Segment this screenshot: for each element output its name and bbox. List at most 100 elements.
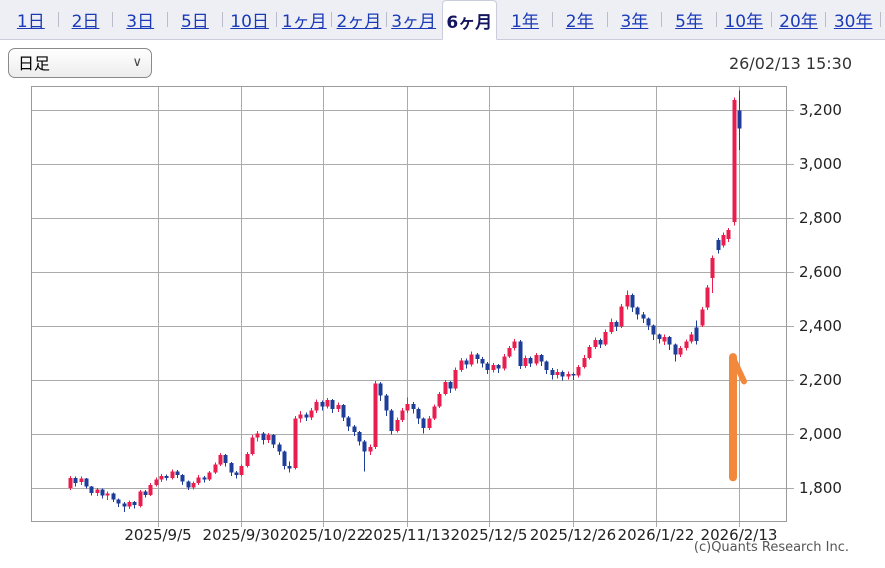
candle — [480, 357, 485, 368]
candle — [271, 434, 276, 449]
candle — [539, 354, 544, 367]
tab-separator — [770, 12, 772, 27]
tab-separator — [112, 12, 114, 27]
tab-6m[interactable]: 6ヶ月 — [441, 0, 498, 40]
candle — [598, 338, 603, 349]
tab-5d[interactable]: 5日 — [180, 12, 209, 32]
candle — [416, 407, 421, 424]
tab-3y[interactable]: 3年 — [620, 12, 649, 32]
candle — [721, 232, 726, 248]
candle — [186, 480, 191, 491]
candle — [116, 498, 121, 507]
candle — [234, 470, 239, 479]
candle — [250, 435, 255, 456]
copyright-label: (c)Quants Research Inc. — [693, 540, 849, 555]
candle — [261, 431, 266, 445]
candle — [609, 318, 614, 335]
candle — [448, 381, 453, 394]
tab-5y[interactable]: 5年 — [675, 12, 703, 32]
candle — [368, 444, 373, 456]
gridlines — [31, 86, 794, 527]
candle — [432, 404, 437, 421]
candle — [453, 367, 458, 391]
x-tick-label: 2025/11/13 — [364, 526, 450, 544]
candle — [555, 369, 560, 379]
candle — [437, 391, 442, 409]
candle — [180, 474, 185, 485]
candle — [384, 394, 389, 417]
tab-20y[interactable]: 20年 — [779, 12, 818, 32]
candle — [421, 417, 426, 434]
tab-1y[interactable]: 1年 — [511, 12, 539, 32]
candle — [491, 362, 496, 373]
tab-3d[interactable]: 3日 — [126, 12, 155, 32]
x-tick-label: 2025/12/26 — [530, 526, 616, 544]
tab-1d[interactable]: 1日 — [16, 12, 45, 32]
candle — [544, 360, 549, 375]
candle — [293, 416, 298, 470]
candle — [603, 329, 608, 347]
candle — [705, 285, 710, 310]
candle — [196, 475, 201, 485]
tab-separator — [221, 12, 223, 27]
candle — [635, 306, 640, 320]
annotation-arrow — [728, 353, 748, 482]
tab-separator — [57, 12, 59, 27]
last-update-timestamp: 26/02/13 15:30 — [728, 53, 852, 73]
candlesticks — [68, 90, 742, 512]
candle — [593, 337, 598, 349]
period-tabbar: 1日 2日 3日 5日 10日 1ヶ月 2ヶ月 3ヶ月 6ヶ月 1年 2年 3年 5年 10年 20年 30年 — [0, 0, 885, 40]
candle — [662, 334, 667, 345]
x-tick-label: 2026/1/22 — [618, 526, 695, 544]
candle — [218, 452, 223, 466]
candle — [148, 483, 153, 497]
candle — [373, 381, 378, 449]
candle — [122, 502, 127, 512]
candle — [138, 489, 143, 508]
candle — [523, 355, 528, 369]
y-tick-label: 1,800 — [799, 479, 842, 497]
candle — [411, 402, 416, 414]
candle — [684, 339, 689, 351]
candle — [282, 450, 287, 470]
candle — [378, 382, 383, 402]
candle — [571, 372, 576, 381]
candle — [68, 475, 73, 491]
candle — [389, 409, 394, 435]
candle — [657, 333, 662, 344]
tab-10d[interactable]: 10日 — [230, 12, 269, 32]
candle — [357, 430, 362, 446]
tab-3m[interactable]: 3ヶ月 — [391, 12, 437, 32]
tab-30y[interactable]: 30年 — [833, 12, 873, 32]
candle — [582, 355, 587, 369]
candle — [673, 343, 678, 362]
candle — [726, 227, 731, 242]
candle — [737, 90, 742, 150]
candle — [641, 312, 646, 323]
tab-separator — [551, 12, 553, 27]
candle — [223, 454, 228, 467]
candle — [427, 416, 432, 431]
tab-2d[interactable]: 2日 — [71, 12, 100, 32]
tab-2m[interactable]: 2ヶ月 — [336, 12, 382, 32]
candle — [566, 371, 571, 380]
chart-type-select[interactable]: 日足 — [8, 48, 152, 78]
tab-separator — [385, 12, 387, 27]
candle — [164, 474, 169, 481]
tab-separator — [276, 12, 278, 27]
tab-1m[interactable]: 1ヶ月 — [281, 12, 327, 32]
candle — [528, 356, 533, 368]
tab-10y[interactable]: 10年 — [724, 12, 764, 32]
candle — [400, 408, 405, 423]
candle — [191, 481, 196, 490]
candle — [518, 340, 523, 370]
candle — [336, 402, 341, 412]
tab-2y[interactable]: 2年 — [565, 12, 594, 32]
y-tick-label: 2,400 — [799, 317, 842, 335]
candle — [646, 317, 651, 331]
candle — [534, 353, 539, 366]
candle — [266, 432, 271, 444]
axis-labels: 1,800 2,000 2,200 2,400 2,600 2,800 3,000 3,200… — [124, 101, 842, 544]
candle — [213, 462, 218, 475]
